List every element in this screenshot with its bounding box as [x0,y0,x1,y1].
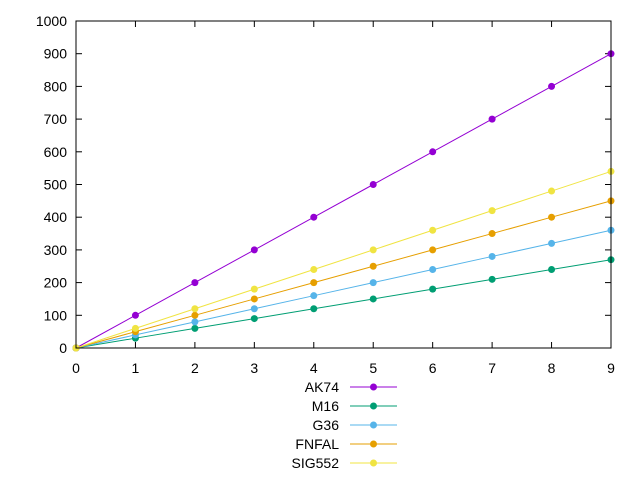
data-point [191,279,199,287]
series-line [75,170,612,349]
data-point [369,279,377,287]
legend-item: AK74 [305,379,397,395]
data-point [488,207,496,215]
data-point [369,262,377,270]
data-point [488,252,496,260]
data-point [250,285,258,293]
data-point [310,213,318,221]
data-point [250,315,258,323]
y-tick-label: 200 [44,275,68,291]
data-point [548,82,556,90]
data-point [429,246,437,254]
series-m16 [72,256,615,352]
legend-item: M16 [312,398,397,414]
data-point [488,230,496,238]
series-line [75,53,612,349]
data-point [310,279,318,287]
data-point [191,318,199,326]
series-sig552 [72,167,615,352]
data-point [429,148,437,156]
data-point [250,246,258,254]
legend: AK74 M16 G36 FNFAL SIG552 [292,379,397,471]
legend-item: FNFAL [295,436,397,452]
x-tick-label: 2 [191,360,199,376]
x-tick-label: 9 [607,360,615,376]
data-point [488,115,496,123]
data-point [310,305,318,313]
data-point [548,239,556,247]
data-point [548,266,556,274]
data-point [191,324,199,332]
legend-swatch-point [370,402,377,410]
data-point [369,181,377,188]
y-tick-label: 100 [44,307,68,323]
x-tick-label: 1 [132,360,140,376]
series-line [75,229,612,349]
data-point [191,311,199,319]
legend-label: M16 [312,398,339,414]
data-point [131,311,139,319]
legend-label: FNFAL [295,436,339,452]
y-tick-label: 1000 [36,13,67,29]
y-tick-label: 600 [44,144,68,160]
x-tick-label: 5 [369,360,377,376]
x-tick-label: 0 [72,360,80,376]
legend-label: SIG552 [292,455,340,471]
data-point [548,213,556,221]
series-fnfal [72,197,615,352]
y-tick-label: 700 [44,111,68,127]
data-point [548,187,556,195]
legend-item: G36 [313,417,397,433]
data-point [429,285,437,293]
data-point [429,266,437,274]
legend-item: SIG552 [292,455,397,471]
data-point [369,295,377,303]
data-point [369,246,377,254]
x-tick-label: 6 [429,360,437,376]
series-g36 [72,226,615,352]
legend-label: AK74 [305,379,339,395]
y-tick-label: 400 [44,209,68,225]
data-point [250,295,258,303]
data-point [131,324,139,332]
legend-swatch-point [370,459,377,467]
y-tick-label: 900 [44,46,68,62]
legend-swatch-point [370,421,377,429]
data-point [429,226,437,234]
legend-swatch-point [370,383,377,391]
data-point [488,275,496,283]
y-axis-ticks: 0 100 200 300 400 500 600 700 800 900 1000 [36,13,611,356]
series-ak74 [72,50,615,352]
x-tick-label: 4 [310,360,318,376]
data-point [250,305,258,313]
legend-swatch-point [370,440,377,448]
y-tick-label: 800 [44,78,68,94]
y-tick-label: 500 [44,177,68,193]
x-tick-label: 3 [250,360,258,376]
data-point [310,292,318,300]
series-layer [72,50,615,352]
plot-frame [75,20,612,349]
legend-label: G36 [313,417,340,433]
y-tick-label: 300 [44,242,68,258]
x-tick-label: 8 [548,360,556,376]
series-line [75,259,612,349]
data-point [191,305,199,313]
data-point [310,266,318,274]
y-tick-label: 0 [59,340,67,356]
series-line [75,200,612,349]
x-tick-label: 7 [488,360,496,376]
